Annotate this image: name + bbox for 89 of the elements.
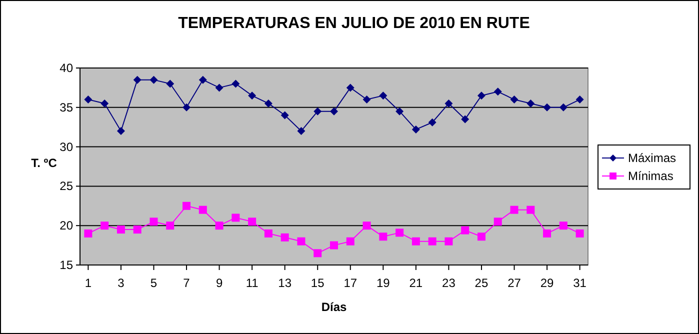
x-tick-label: 17 — [344, 276, 358, 290]
x-tick-label: 1 — [84, 276, 92, 290]
point — [198, 206, 207, 214]
point — [330, 107, 338, 116]
point — [346, 237, 354, 246]
point — [297, 237, 306, 246]
point — [396, 107, 404, 116]
x-tick-label: 9 — [216, 276, 223, 290]
y-tick-label: 25 — [60, 179, 74, 194]
x-tick-label: 15 — [310, 276, 325, 290]
point — [494, 218, 502, 226]
point — [346, 84, 354, 92]
point — [215, 222, 224, 230]
point — [166, 222, 174, 230]
point — [559, 103, 568, 112]
x-tick-label: 27 — [508, 276, 522, 290]
point — [182, 202, 191, 210]
x-tick-label: 7 — [183, 276, 190, 290]
x-tick-label: 3 — [118, 276, 125, 290]
y-tick-label: 35 — [60, 100, 74, 114]
point — [559, 222, 568, 230]
x-tick-label: 25 — [474, 276, 488, 290]
point — [280, 233, 289, 242]
x-tick-label: 31 — [573, 276, 587, 290]
point — [314, 107, 322, 116]
x-tick-label: 11 — [246, 276, 259, 290]
point — [100, 99, 109, 108]
point — [297, 127, 306, 136]
point — [100, 222, 109, 230]
point — [412, 237, 420, 246]
point — [494, 88, 502, 96]
legend-label: Mínimas — [628, 169, 674, 183]
x-tick-label: 23 — [442, 276, 456, 290]
y-tick-label: 30 — [60, 140, 74, 154]
point — [428, 237, 436, 246]
point — [510, 96, 518, 104]
legend-label: Máximas — [628, 151, 676, 165]
x-tick-label: 21 — [409, 276, 423, 290]
point — [248, 92, 256, 100]
point — [166, 80, 174, 88]
point — [84, 96, 92, 104]
point — [576, 229, 584, 238]
point — [461, 226, 470, 234]
point — [477, 92, 486, 100]
point — [543, 103, 552, 112]
point — [150, 76, 158, 84]
point — [526, 206, 535, 214]
y-tick-label: 15 — [60, 258, 74, 272]
point — [198, 76, 207, 84]
point — [444, 99, 453, 108]
point — [264, 99, 272, 108]
x-tick-label: 13 — [278, 276, 292, 290]
point — [264, 229, 272, 238]
point — [182, 103, 191, 112]
point — [248, 218, 256, 226]
point — [84, 229, 92, 238]
point — [362, 96, 371, 104]
point — [116, 127, 125, 136]
x-tick-label: 5 — [150, 276, 158, 290]
x-tick-label: 19 — [376, 276, 390, 290]
point — [543, 229, 552, 238]
point — [379, 232, 388, 241]
point — [362, 222, 371, 230]
x-axis-title: Días — [321, 300, 347, 314]
chart-title: TEMPERATURAS EN JULIO DE 2010 EN RUTE — [178, 15, 530, 32]
point — [444, 237, 453, 246]
x-tick-label: 29 — [540, 276, 554, 290]
point — [150, 218, 158, 226]
point — [428, 118, 436, 126]
point — [412, 125, 420, 134]
point — [510, 206, 518, 214]
point — [379, 92, 388, 100]
point — [314, 249, 322, 258]
point — [215, 84, 224, 92]
point — [526, 99, 535, 108]
point — [116, 226, 125, 234]
point — [280, 111, 289, 120]
y-axis-title: T. ºC — [31, 156, 58, 170]
y-tick-label: 40 — [60, 61, 74, 75]
point — [396, 228, 404, 237]
point — [461, 115, 470, 124]
point — [133, 76, 142, 84]
point — [477, 232, 486, 241]
point — [232, 214, 240, 222]
point — [133, 226, 142, 234]
y-tick-label: 20 — [60, 218, 74, 233]
point — [576, 96, 584, 104]
point — [232, 80, 240, 88]
point — [330, 241, 338, 250]
